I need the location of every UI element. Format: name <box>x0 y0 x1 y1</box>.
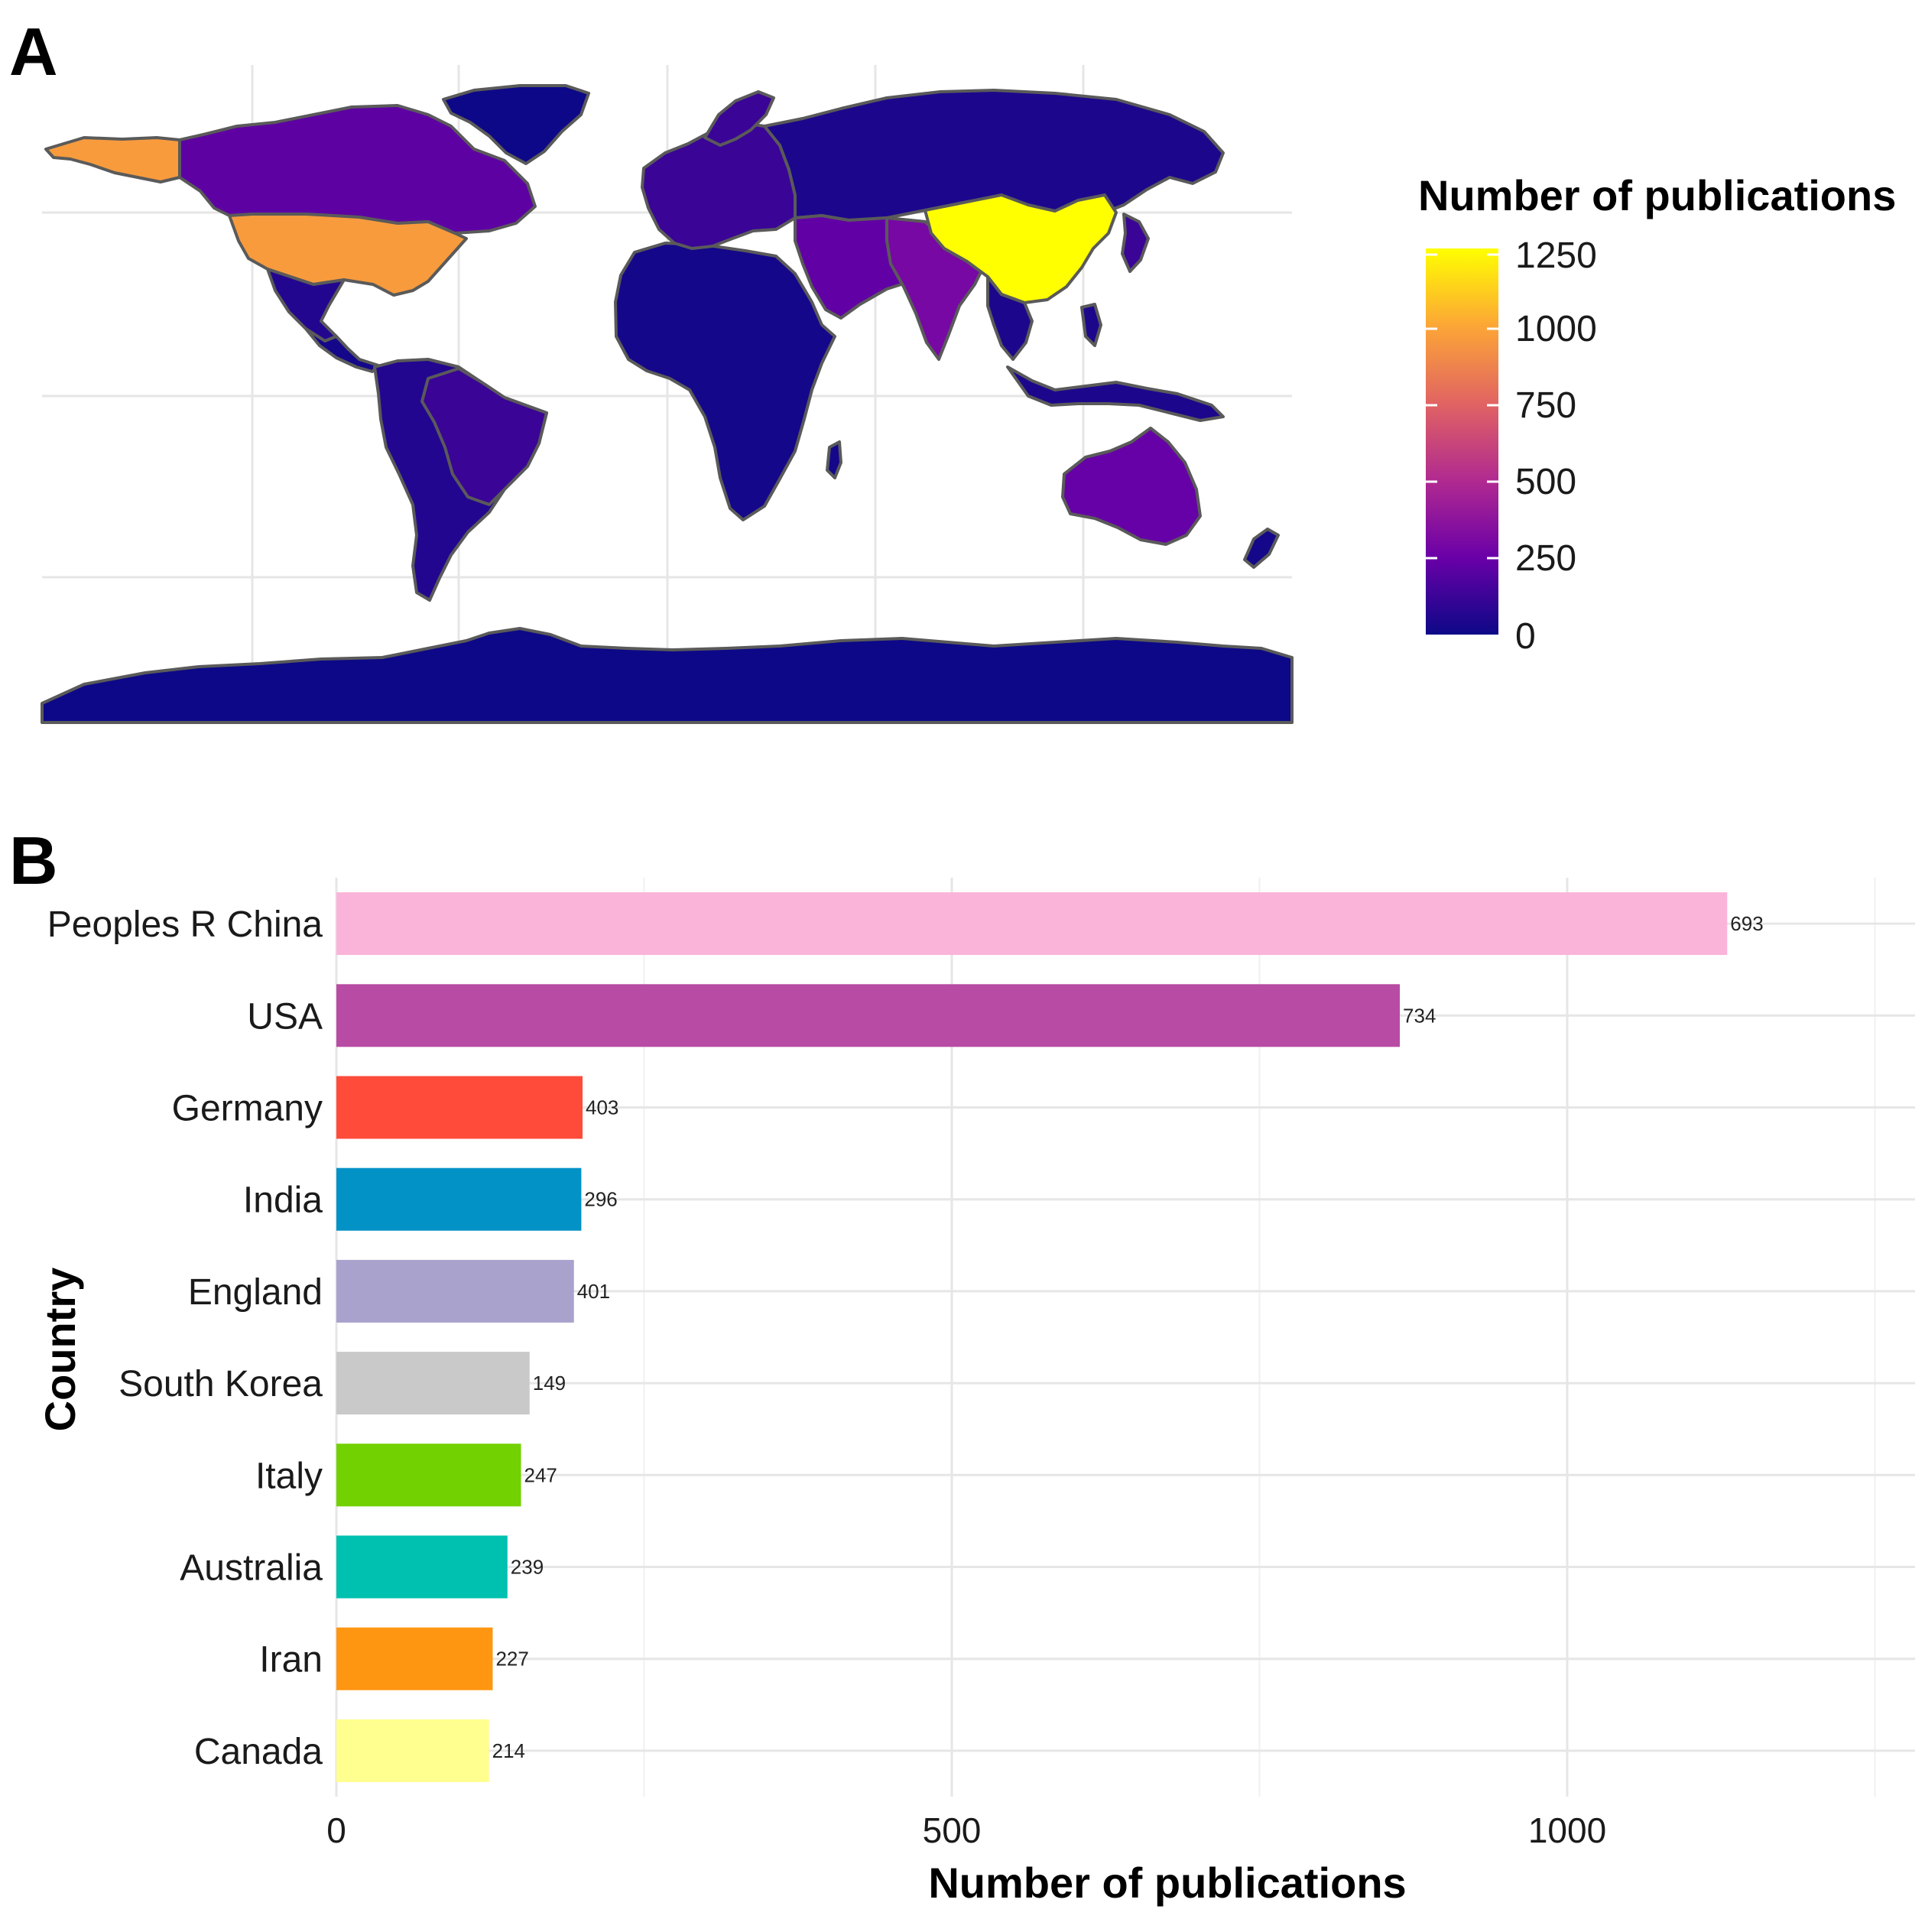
category-label: Canada <box>194 1732 323 1772</box>
bar-south-korea <box>336 1352 530 1415</box>
category-label: England <box>188 1272 323 1313</box>
bar-chart-category-labels: Peoples R China USA Germany India England Sou… <box>47 904 323 1772</box>
data-label: 403 <box>586 1096 618 1119</box>
category-label: Australia <box>180 1548 323 1589</box>
bar-canada <box>336 1719 489 1782</box>
category-label: Peoples R China <box>47 904 323 945</box>
region-new-zealand <box>1243 528 1280 569</box>
region-japan <box>1121 213 1150 273</box>
category-label: India <box>243 1180 323 1221</box>
x-tick-label: 0 <box>326 1810 346 1850</box>
legend-tick-250: 250 <box>1515 538 1576 579</box>
data-label: 693 <box>1730 912 1763 935</box>
bar-chart-data-labels: 693 734 403 296 401 149 247 239 227 214 <box>492 912 1764 1762</box>
world-map <box>41 65 1294 724</box>
legend-tick-1000: 1000 <box>1515 309 1597 349</box>
data-label: 149 <box>533 1372 566 1395</box>
data-label: 401 <box>577 1280 610 1303</box>
legend-tick-0: 0 <box>1515 616 1536 657</box>
region-brazil <box>420 367 548 506</box>
data-label: 239 <box>511 1556 544 1579</box>
category-label: Germany <box>172 1089 323 1129</box>
region-indonesia <box>1006 365 1225 422</box>
bar-chart-x-ticks: 0 500 1000 <box>326 1810 1606 1850</box>
legend-tick-500: 500 <box>1515 462 1576 502</box>
bar-germany <box>336 1076 583 1139</box>
region-africa <box>614 242 836 521</box>
legend-title: Number of publications <box>1418 171 1896 219</box>
category-label: Iran <box>259 1640 323 1680</box>
bar-italy <box>336 1443 521 1507</box>
y-axis-title: Country <box>36 1268 84 1432</box>
bar-india <box>336 1167 582 1231</box>
legend-ticks <box>1426 253 1498 560</box>
x-axis-title: Number of publications <box>928 1859 1406 1907</box>
region-philippines <box>1080 303 1102 347</box>
category-label: USA <box>247 996 323 1037</box>
data-label: 296 <box>584 1188 617 1211</box>
panel-a-letter: A <box>9 14 58 89</box>
bar-australia <box>336 1535 508 1599</box>
bar-usa <box>336 984 1401 1047</box>
region-greenland <box>442 84 590 165</box>
bar-chart-grid <box>335 878 1915 1797</box>
region-central-america <box>304 327 380 373</box>
data-label: 734 <box>1403 1004 1436 1027</box>
legend-colorbar <box>1426 248 1498 635</box>
region-australia <box>1061 427 1202 546</box>
region-alaska <box>44 136 181 183</box>
region-usa <box>228 213 468 297</box>
region-southeast-asia <box>986 275 1034 361</box>
x-tick-label: 1000 <box>1528 1810 1606 1850</box>
region-mexico <box>266 268 346 343</box>
region-madagascar <box>826 440 842 479</box>
data-label: 247 <box>524 1463 557 1486</box>
bar-peoples-r-china <box>336 892 1728 956</box>
region-scandinavia <box>703 90 775 147</box>
bar-chart: Peoples R China USA Germany India England Sou… <box>47 878 1915 1850</box>
x-tick-label: 500 <box>923 1810 982 1850</box>
category-label: Italy <box>255 1456 323 1496</box>
category-label: South Korea <box>118 1364 323 1404</box>
data-label: 227 <box>495 1648 528 1671</box>
panel-b-letter: B <box>9 823 58 898</box>
legend-tick-750: 750 <box>1515 385 1576 426</box>
bar-chart-bars <box>336 892 1728 1782</box>
region-china <box>924 193 1118 304</box>
legend-tick-1250: 1250 <box>1515 235 1597 276</box>
data-label: 214 <box>492 1739 525 1762</box>
region-antarctica <box>41 627 1294 724</box>
bar-iran <box>336 1627 493 1690</box>
bar-england <box>336 1259 574 1323</box>
